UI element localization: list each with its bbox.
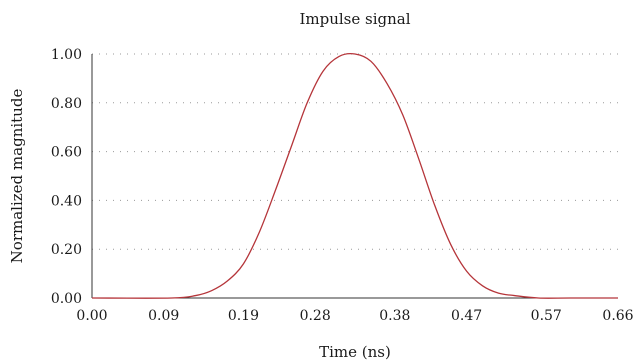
x-tick-label-1: 0.09 — [148, 308, 179, 324]
axes — [91, 54, 618, 299]
x-tick-labels: 0.00 0.09 0.19 0.28 0.38 0.47 0.57 0.66 — [76, 308, 633, 324]
y-tick-label-1: 0.20 — [51, 242, 82, 258]
x-tick-label-0: 0.00 — [76, 308, 107, 324]
y-tick-labels: 0.00 0.20 0.40 0.60 0.80 1.00 — [51, 47, 82, 307]
x-tick-label-6: 0.57 — [531, 308, 562, 324]
x-tick-label-2: 0.19 — [228, 308, 259, 324]
x-tick-label-4: 0.38 — [379, 308, 410, 324]
y-tick-label-0: 0.00 — [51, 291, 82, 307]
y-tick-label-5: 1.00 — [51, 47, 82, 63]
y-tick-label-4: 0.80 — [51, 96, 82, 112]
gridlines — [92, 53, 618, 250]
y-tick-label-3: 0.60 — [51, 145, 82, 161]
series-layer — [91, 52, 618, 299]
series-line-0 — [91, 52, 618, 299]
x-tick-label-3: 0.28 — [300, 308, 331, 324]
x-axis-label: Time (ns) — [319, 343, 391, 361]
y-axis-label: Normalized magnitude — [8, 89, 26, 264]
x-tick-label-7: 0.66 — [602, 308, 633, 324]
chart-title: Impulse signal — [299, 10, 410, 28]
y-tick-label-2: 0.40 — [51, 193, 82, 209]
x-tick-label-5: 0.47 — [451, 308, 482, 324]
